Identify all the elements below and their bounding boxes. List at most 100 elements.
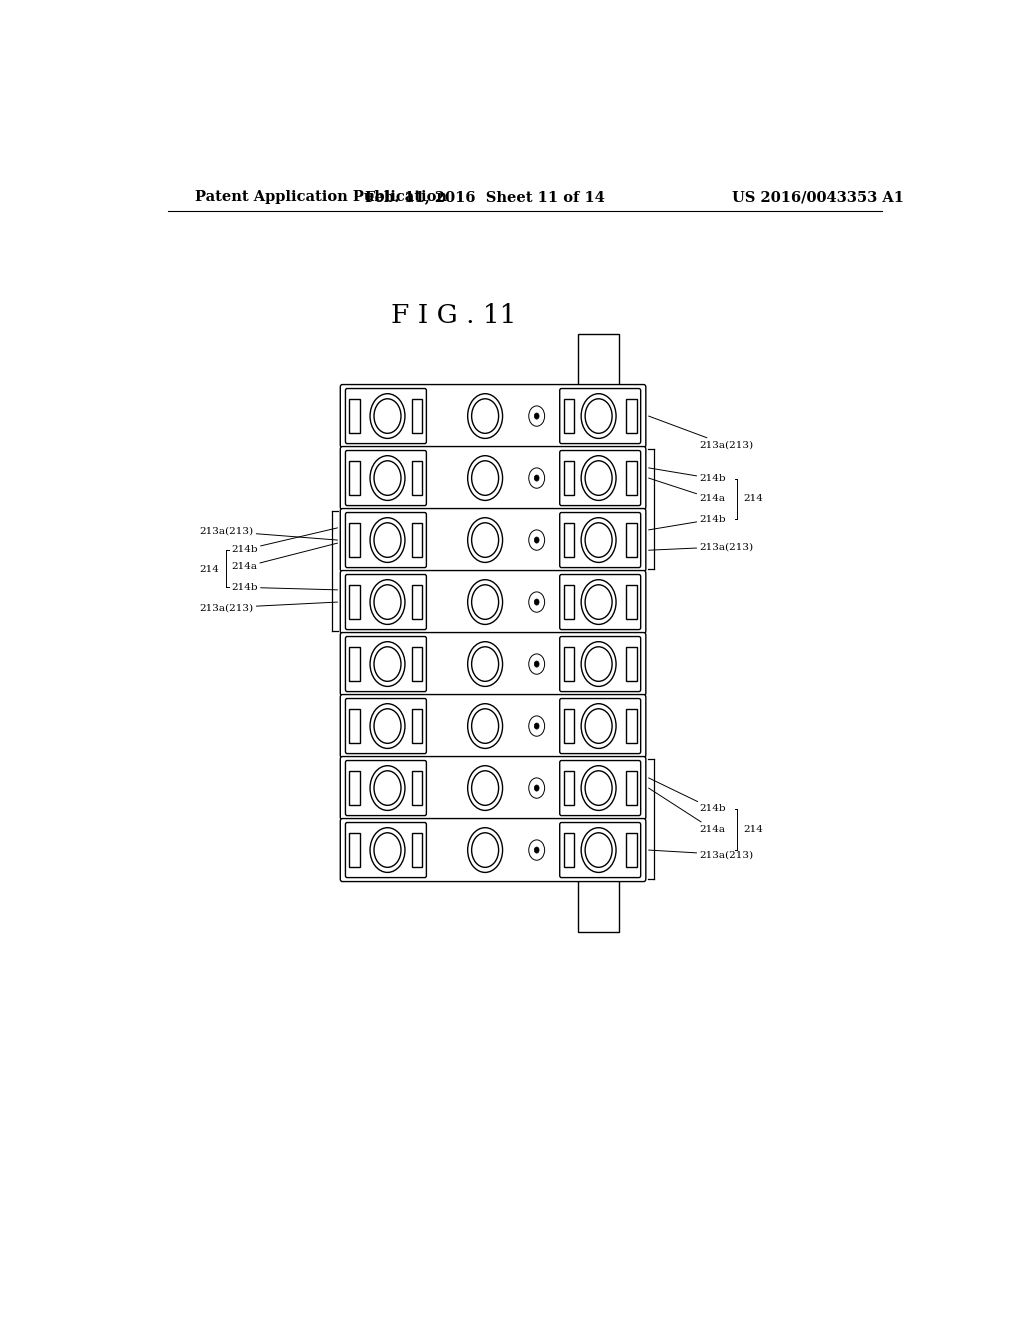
FancyBboxPatch shape xyxy=(340,446,646,510)
Circle shape xyxy=(370,393,404,438)
Circle shape xyxy=(370,517,404,562)
Bar xyxy=(627,399,637,433)
Circle shape xyxy=(528,777,545,799)
Circle shape xyxy=(528,529,545,550)
Circle shape xyxy=(582,704,616,748)
FancyBboxPatch shape xyxy=(345,388,426,444)
Circle shape xyxy=(468,393,503,438)
Circle shape xyxy=(535,661,539,667)
Circle shape xyxy=(585,647,612,681)
Circle shape xyxy=(468,579,503,624)
Bar xyxy=(627,461,637,495)
Text: 214b: 214b xyxy=(231,583,338,591)
Circle shape xyxy=(528,591,545,612)
Circle shape xyxy=(585,461,612,495)
Circle shape xyxy=(582,517,616,562)
FancyBboxPatch shape xyxy=(560,512,641,568)
Bar xyxy=(412,523,423,557)
Circle shape xyxy=(528,840,545,861)
Circle shape xyxy=(374,833,401,867)
Bar xyxy=(349,709,359,743)
Bar xyxy=(627,647,637,681)
Circle shape xyxy=(370,642,404,686)
Circle shape xyxy=(370,828,404,873)
FancyBboxPatch shape xyxy=(340,818,646,882)
Text: Feb. 11, 2016  Sheet 11 of 14: Feb. 11, 2016 Sheet 11 of 14 xyxy=(366,190,605,205)
Bar xyxy=(349,399,359,433)
FancyBboxPatch shape xyxy=(340,694,646,758)
Bar xyxy=(412,709,423,743)
Bar xyxy=(563,523,574,557)
Bar xyxy=(349,833,359,867)
Bar xyxy=(349,647,359,681)
Bar xyxy=(349,461,359,495)
FancyBboxPatch shape xyxy=(345,450,426,506)
Circle shape xyxy=(374,523,401,557)
Circle shape xyxy=(374,585,401,619)
Text: 213a(213): 213a(213) xyxy=(200,527,338,540)
Circle shape xyxy=(535,785,539,791)
Circle shape xyxy=(528,715,545,737)
Text: Patent Application Publication: Patent Application Publication xyxy=(196,190,447,205)
Text: 214b: 214b xyxy=(231,528,338,554)
Text: 214a: 214a xyxy=(648,478,725,503)
FancyBboxPatch shape xyxy=(560,822,641,878)
Circle shape xyxy=(468,828,503,873)
Circle shape xyxy=(370,579,404,624)
FancyBboxPatch shape xyxy=(345,822,426,878)
Circle shape xyxy=(528,405,545,426)
Bar xyxy=(563,461,574,495)
Bar xyxy=(412,771,423,805)
Bar xyxy=(627,709,637,743)
Circle shape xyxy=(535,847,539,853)
FancyBboxPatch shape xyxy=(560,574,641,630)
Circle shape xyxy=(468,704,503,748)
Circle shape xyxy=(585,709,612,743)
Text: 214: 214 xyxy=(743,495,763,503)
Bar xyxy=(563,771,574,805)
Circle shape xyxy=(585,399,612,433)
Bar xyxy=(412,833,423,867)
Circle shape xyxy=(535,413,539,420)
Bar xyxy=(412,399,423,433)
Text: 213a(213): 213a(213) xyxy=(200,602,338,612)
Circle shape xyxy=(582,642,616,686)
Bar xyxy=(412,647,423,681)
Bar xyxy=(627,771,637,805)
FancyBboxPatch shape xyxy=(560,760,641,816)
Circle shape xyxy=(370,455,404,500)
Circle shape xyxy=(528,467,545,488)
Text: US 2016/0043353 A1: US 2016/0043353 A1 xyxy=(732,190,904,205)
Circle shape xyxy=(472,399,499,433)
Circle shape xyxy=(582,455,616,500)
Circle shape xyxy=(468,455,503,500)
Bar xyxy=(563,399,574,433)
Bar xyxy=(627,523,637,557)
Bar xyxy=(627,585,637,619)
Text: 214a: 214a xyxy=(648,788,725,834)
Circle shape xyxy=(468,766,503,810)
FancyBboxPatch shape xyxy=(340,570,646,634)
FancyBboxPatch shape xyxy=(340,632,646,696)
Circle shape xyxy=(374,709,401,743)
Circle shape xyxy=(585,585,612,619)
Bar xyxy=(563,585,574,619)
Text: 214b: 214b xyxy=(648,777,726,813)
Circle shape xyxy=(472,585,499,619)
Circle shape xyxy=(582,828,616,873)
FancyBboxPatch shape xyxy=(345,636,426,692)
Circle shape xyxy=(472,461,499,495)
FancyBboxPatch shape xyxy=(340,756,646,820)
Bar xyxy=(349,585,359,619)
Circle shape xyxy=(370,766,404,810)
Bar xyxy=(563,709,574,743)
Text: F I G . 11: F I G . 11 xyxy=(391,304,516,329)
Text: 213a(213): 213a(213) xyxy=(648,850,754,859)
Text: 214: 214 xyxy=(200,565,219,573)
Circle shape xyxy=(582,393,616,438)
Text: 214b: 214b xyxy=(648,467,726,483)
Bar xyxy=(627,833,637,867)
FancyBboxPatch shape xyxy=(560,388,641,444)
Circle shape xyxy=(472,647,499,681)
FancyBboxPatch shape xyxy=(560,698,641,754)
